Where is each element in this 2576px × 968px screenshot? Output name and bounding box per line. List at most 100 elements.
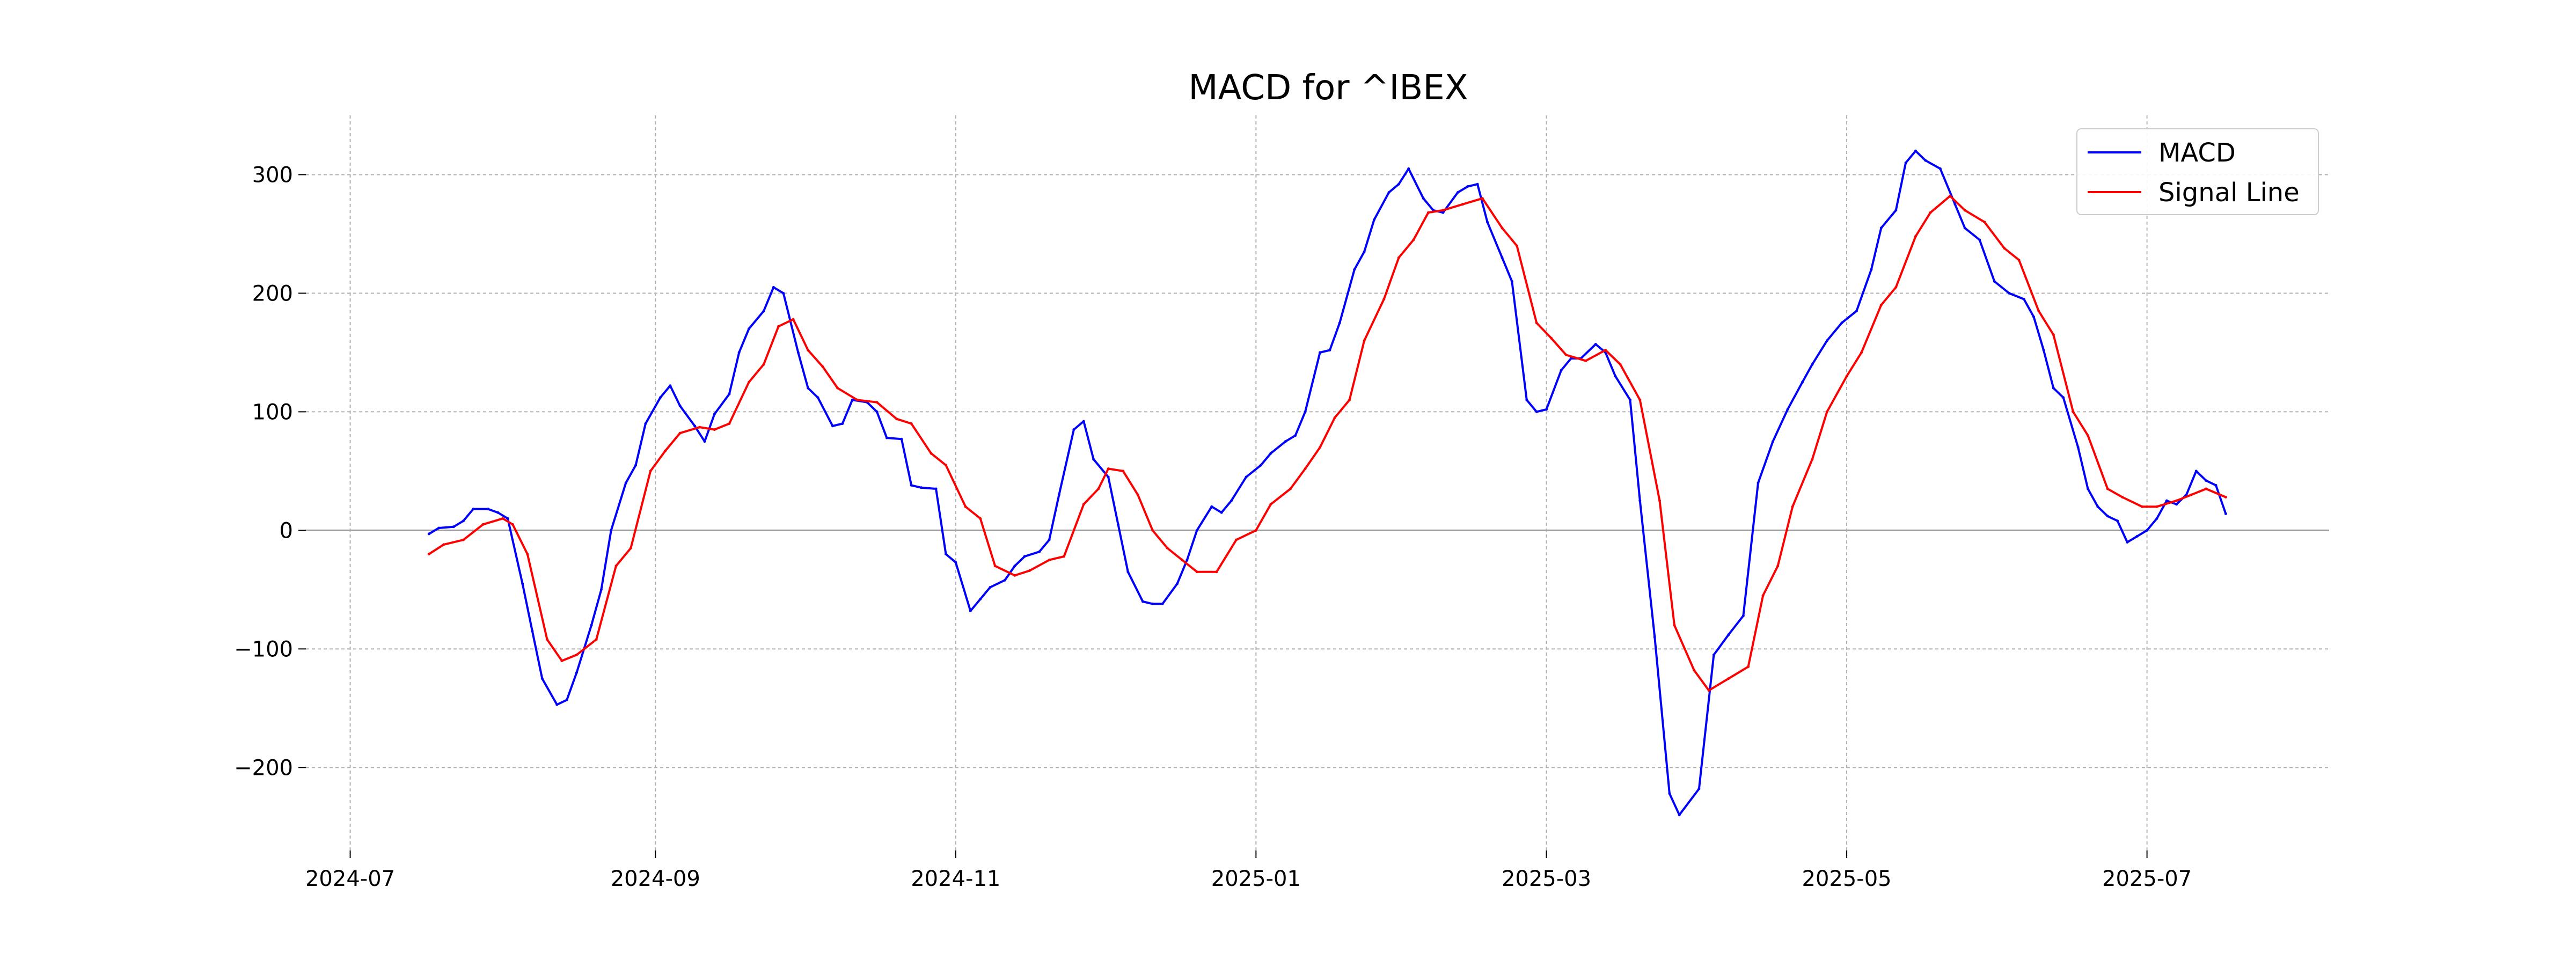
macd-point xyxy=(531,629,534,633)
macd-point xyxy=(693,424,697,428)
macd-point xyxy=(1466,185,1469,188)
macd-point xyxy=(1569,357,1572,360)
macd-point xyxy=(1825,339,1828,342)
y-tick-label: −100 xyxy=(234,637,293,662)
macd-point xyxy=(1993,280,1996,283)
macd-point xyxy=(2076,446,2080,449)
macd-point xyxy=(1230,499,1233,502)
macd-point xyxy=(1023,555,1026,558)
signal-line-point xyxy=(427,553,430,556)
legend-label-signal-line: Signal Line xyxy=(2158,178,2300,208)
signal-line-point xyxy=(2175,499,2178,502)
macd-point xyxy=(555,703,559,706)
signal-line-point xyxy=(1673,624,1676,627)
macd-points xyxy=(427,149,2227,817)
macd-point xyxy=(1038,550,1041,553)
signal-line-point xyxy=(2017,259,2021,262)
macd-point xyxy=(989,586,992,589)
signal-line-point xyxy=(1949,194,1952,197)
legend: MACD Signal Line xyxy=(2076,128,2319,215)
macd-point xyxy=(807,386,810,390)
axes: −200 −100 0 100 200 300 2024-07 2024-09 2024-11 2… xyxy=(234,163,2192,891)
macd-point xyxy=(1072,428,1075,431)
signal-line-point xyxy=(1166,547,1169,549)
macd-point xyxy=(1486,221,1489,224)
signal-line-point xyxy=(1426,211,1430,214)
macd-point xyxy=(2052,386,2055,390)
signal-line-point xyxy=(1333,416,1336,419)
macd-point xyxy=(2096,505,2099,508)
macd-point xyxy=(2087,487,2089,490)
signal-line-point xyxy=(807,349,810,351)
signal-line-point xyxy=(748,380,750,384)
macd-point xyxy=(669,384,672,387)
macd-point xyxy=(1353,268,1356,271)
signal-line-point xyxy=(1397,256,1400,259)
macd-point xyxy=(1938,167,1942,170)
signal-line-point xyxy=(836,386,839,390)
macd-point xyxy=(954,561,957,564)
signal-line-point xyxy=(546,638,548,641)
signal-line-point xyxy=(1269,503,1272,506)
signal-line-point xyxy=(614,564,618,568)
macd-point xyxy=(831,424,834,428)
signal-line-point xyxy=(855,398,859,401)
signal-line-point xyxy=(698,426,701,429)
macd-point xyxy=(2194,470,2198,473)
macd-point xyxy=(1638,499,1642,502)
macd-point xyxy=(875,410,879,413)
signal-line-point xyxy=(481,523,485,526)
macd-point xyxy=(565,698,568,701)
macd-point xyxy=(1963,226,1966,230)
signal-line-point xyxy=(1363,339,1366,342)
macd-point xyxy=(1594,343,1597,346)
signal-line-point xyxy=(2140,505,2143,508)
signal-line-point xyxy=(629,547,632,549)
signal-line-point xyxy=(442,543,445,546)
macd-point xyxy=(624,481,627,485)
macd-point xyxy=(1363,250,1366,253)
macd-line xyxy=(428,150,2227,816)
macd-point xyxy=(816,396,819,399)
macd-point xyxy=(2155,517,2158,520)
signal-line-point xyxy=(2087,434,2089,437)
macd-point xyxy=(1338,321,1341,325)
macd-point xyxy=(1879,226,1883,230)
signal-line-point xyxy=(1254,529,1257,532)
signal-line-point xyxy=(762,363,765,366)
signal-line-point xyxy=(1604,349,1607,351)
series-lines xyxy=(427,149,2227,817)
signal-line-point xyxy=(1151,529,1154,532)
macd-point xyxy=(2062,396,2065,399)
macd-point xyxy=(1319,351,1322,354)
macd-point xyxy=(1294,434,1297,437)
signal-line-point xyxy=(875,401,879,404)
macd-point xyxy=(1126,570,1130,574)
signal-line-point xyxy=(2155,505,2158,508)
macd-point xyxy=(1176,582,1179,585)
signal-line-point xyxy=(1811,458,1814,461)
macd-point xyxy=(1185,559,1189,562)
signal-line-point xyxy=(2106,487,2109,490)
signal-line-point xyxy=(728,422,731,425)
signal-line-point xyxy=(895,417,898,421)
macd-point xyxy=(1904,161,1907,164)
macd-point xyxy=(2116,519,2119,523)
signal-line-point xyxy=(595,638,598,641)
macd-point xyxy=(575,671,578,674)
macd-point xyxy=(2205,479,2208,482)
signal-line-points xyxy=(427,194,2227,692)
macd-point xyxy=(1260,464,1262,467)
signal-line-point xyxy=(664,449,667,452)
signal-line-point xyxy=(1195,570,1198,574)
macd-point xyxy=(1004,578,1006,582)
signal-line-point xyxy=(1983,221,1986,224)
macd-point xyxy=(1801,380,1804,384)
macd-point xyxy=(506,517,509,520)
macd-point xyxy=(1210,505,1213,508)
macd-point xyxy=(920,486,923,489)
signal-line-point xyxy=(511,523,514,526)
signal-line-point xyxy=(1319,446,1322,449)
macd-point xyxy=(486,508,489,511)
